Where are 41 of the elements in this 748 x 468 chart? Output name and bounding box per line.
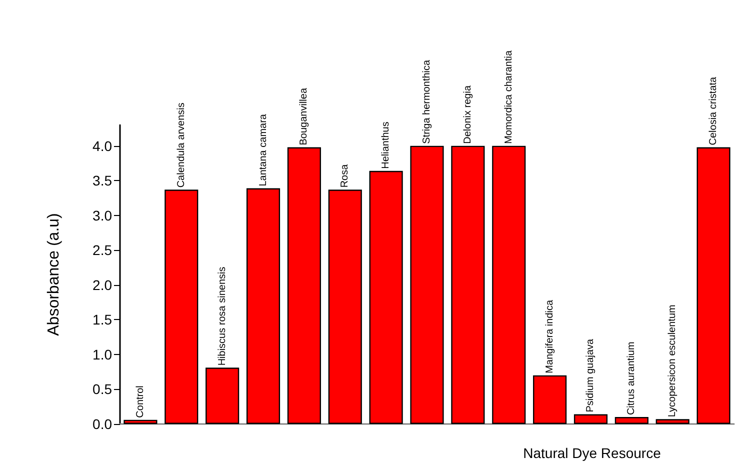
y-axis-title: Absorbance (a.u): [46, 213, 62, 336]
bar: [164, 190, 198, 424]
x-tick-label: Citrus aurantium: [626, 342, 638, 416]
bar: [533, 375, 567, 424]
y-tick-label: 3.0: [92, 207, 112, 224]
bar: [451, 146, 485, 424]
bar: [124, 420, 158, 424]
x-tick-label: Hibiscus rosa sinensis: [216, 266, 228, 366]
y-tick-label: 4.0: [92, 138, 112, 154]
x-tick-label: Psidium guajava: [585, 338, 596, 412]
y-tick-label: 2.0: [92, 276, 112, 293]
bar: [614, 417, 648, 424]
x-tick-label: Bouganvillea: [298, 88, 310, 146]
x-tick-label: Delonix regia: [462, 85, 474, 144]
x-tick-label: Lantana camara: [258, 114, 269, 186]
x-tick-label: Striga hermonthica: [422, 59, 432, 144]
bar: [287, 147, 321, 424]
x-tick-label: Celosia cristata: [708, 76, 720, 146]
y-tick-label: 2.5: [92, 242, 112, 258]
x-tick-label: Mangifera indica: [544, 300, 556, 374]
y-tick-label: 3.5: [92, 172, 112, 189]
bar: [369, 170, 403, 424]
x-axis-title: Natural Dye Resource: [523, 445, 662, 461]
bar: [696, 147, 730, 424]
y-tick-label: 1.5: [92, 312, 112, 328]
x-tick-label: Calendula arvensis: [176, 102, 187, 188]
y-tick-label: 0.5: [92, 381, 112, 398]
bar: [656, 419, 690, 424]
bar: [246, 188, 280, 424]
x-tick-label: Momordica charantia: [503, 50, 514, 144]
bar: [206, 368, 240, 424]
bar: [492, 146, 526, 424]
bar: [574, 414, 608, 424]
x-tick-label: Helianthus: [380, 122, 392, 169]
x-tick-label: Rosa: [340, 164, 351, 188]
bar: [410, 146, 444, 424]
y-tick-label: 0.0: [92, 416, 112, 432]
x-tick-label: Lycopersicon esculentum: [667, 304, 678, 418]
y-tick-label: 1.0: [92, 346, 112, 362]
bar: [328, 190, 362, 424]
x-tick-label: Control: [134, 386, 146, 418]
